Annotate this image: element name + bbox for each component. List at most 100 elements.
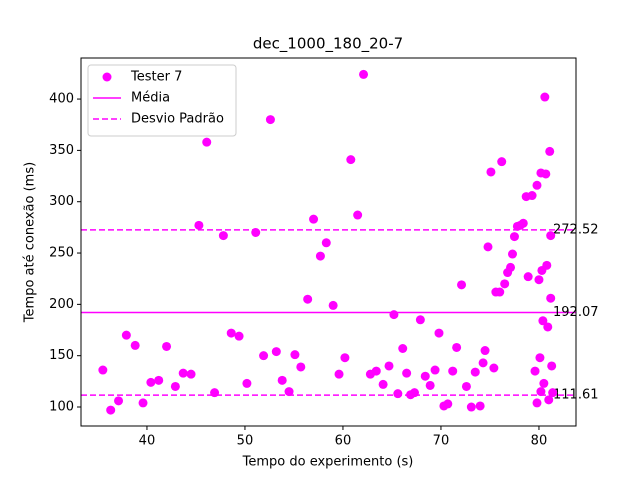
point xyxy=(546,231,556,241)
y-tick-label: 350 xyxy=(49,143,74,158)
point xyxy=(202,137,212,147)
legend-marker xyxy=(102,72,112,82)
point xyxy=(430,365,440,375)
point xyxy=(543,322,553,332)
point xyxy=(536,387,546,397)
point xyxy=(541,169,551,179)
point xyxy=(527,191,537,201)
point xyxy=(384,361,394,371)
y-tick-label: 250 xyxy=(49,246,74,261)
y-tick-label: 300 xyxy=(49,194,74,209)
x-tick-label: 50 xyxy=(237,434,254,449)
point xyxy=(530,366,540,376)
point xyxy=(534,275,544,285)
point xyxy=(535,353,545,363)
point xyxy=(546,293,556,303)
point xyxy=(265,115,275,125)
point xyxy=(309,214,319,224)
legend-label: Desvio Padrão xyxy=(131,112,224,127)
x-tick-label: 80 xyxy=(531,434,548,449)
point xyxy=(495,287,505,297)
point xyxy=(277,375,287,385)
point xyxy=(106,405,116,415)
point xyxy=(393,389,403,399)
legend-box xyxy=(87,64,237,137)
y-tick-label: 200 xyxy=(49,297,74,312)
point xyxy=(425,380,435,390)
point xyxy=(478,358,488,368)
point xyxy=(114,396,124,406)
x-tick-label: 40 xyxy=(139,434,156,449)
plot-frame xyxy=(80,57,577,427)
point xyxy=(434,328,444,338)
point xyxy=(290,350,300,360)
point xyxy=(378,379,388,389)
y-tick-label: 150 xyxy=(49,348,74,363)
point xyxy=(402,368,412,378)
point xyxy=(452,342,462,352)
point xyxy=(538,316,548,326)
point xyxy=(548,388,558,398)
x-tick-label: 60 xyxy=(335,434,352,449)
point xyxy=(296,362,306,372)
point xyxy=(346,155,356,165)
point xyxy=(303,294,313,304)
point xyxy=(532,180,542,190)
point xyxy=(500,279,510,289)
point xyxy=(532,398,542,408)
point xyxy=(226,328,236,338)
y-tick-label: 400 xyxy=(49,92,74,107)
point xyxy=(507,249,517,259)
point xyxy=(218,231,228,241)
point xyxy=(271,347,281,357)
point xyxy=(146,377,156,387)
point xyxy=(443,399,453,409)
point xyxy=(251,228,261,238)
point xyxy=(506,262,516,272)
point xyxy=(138,398,148,408)
point xyxy=(518,218,528,228)
point xyxy=(359,69,369,79)
point xyxy=(461,381,471,391)
point xyxy=(398,343,408,353)
point xyxy=(284,387,294,397)
point xyxy=(234,331,244,341)
point xyxy=(547,361,557,371)
point xyxy=(98,365,108,375)
point xyxy=(315,251,325,261)
point xyxy=(409,388,419,398)
point xyxy=(415,315,425,325)
chart-title: dec_1000_180_20-7 xyxy=(253,35,403,54)
point xyxy=(328,300,338,310)
point xyxy=(448,366,458,376)
point xyxy=(186,369,196,379)
point xyxy=(130,340,140,350)
point xyxy=(334,369,344,379)
point xyxy=(259,351,269,361)
point xyxy=(523,272,533,282)
point xyxy=(466,402,476,412)
point xyxy=(480,346,490,356)
point xyxy=(540,92,550,102)
point xyxy=(542,260,552,270)
point xyxy=(321,238,331,248)
point xyxy=(539,378,549,388)
point xyxy=(242,378,252,388)
point xyxy=(544,395,554,405)
point xyxy=(483,242,493,252)
point xyxy=(178,368,188,378)
y-tick-label: 100 xyxy=(49,400,74,415)
point xyxy=(340,353,350,363)
point xyxy=(497,157,507,167)
legend-label: Tester 7 xyxy=(130,70,182,85)
legend-label: Média xyxy=(131,91,170,106)
x-axis-label: Tempo do experimento (s) xyxy=(242,455,414,470)
point xyxy=(162,341,172,351)
point xyxy=(170,381,180,391)
point xyxy=(457,280,467,290)
point xyxy=(475,401,485,411)
point xyxy=(489,363,499,373)
point xyxy=(389,310,399,320)
point xyxy=(545,146,555,156)
